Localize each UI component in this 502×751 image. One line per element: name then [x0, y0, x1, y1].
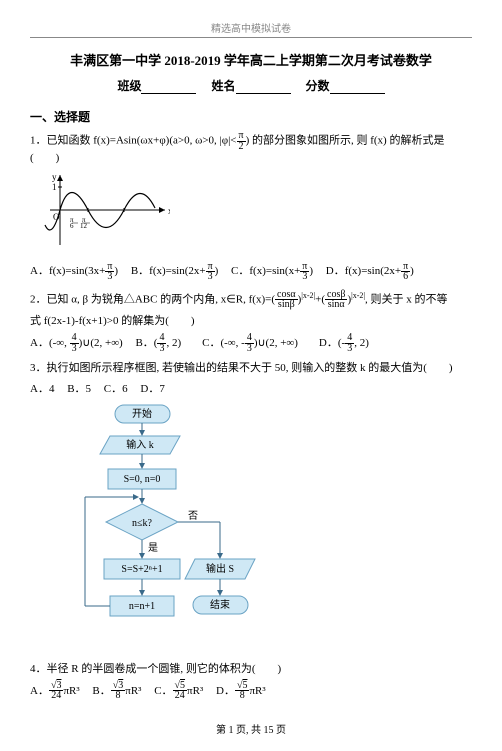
flow-init: S=0, n=0: [124, 474, 161, 485]
q4-options: A．√324πR³ B．√38πR³ C．√524πR³ D．√58πR³: [30, 681, 472, 701]
q2-opt-d: D．(-43, 2): [319, 337, 369, 349]
q1-opt-a: A．f(x)=sin(3x+π3): [30, 265, 118, 277]
q2-options: A．(-∞, 43)∪(2, +∞) B．(43, 2) C．(-∞, -43)…: [30, 333, 472, 353]
q3-stem: 3．执行如图所示程序框图, 若使输出的结果不大于 50, 则输入的整数 k 的最…: [30, 361, 472, 376]
question-2: 2．已知 α, β 为锐角△ABC 的两个内角, x∈R, f(x)=(cosα…: [30, 290, 472, 354]
q1-opt-d: D．f(x)=sin(2x+π6): [326, 265, 414, 277]
q2-opt-b: B．(43, 2): [135, 337, 181, 349]
section-heading: 一、选择题: [30, 108, 472, 125]
score-blank[interactable]: [330, 81, 385, 94]
q2-opt-c: C．(-∞, -43)∪(2, +∞): [202, 337, 298, 349]
flow-inc: n=n+1: [129, 601, 155, 612]
q2-s5: , 则关于 x 的不等: [365, 293, 448, 305]
q2-s1: 2．已知 α, β 为锐角△ABC 的两个内角, x∈R, f(x)=(: [30, 293, 275, 305]
q1-stem-prefix: 1．已知函数 f(x)=Asin(ωx+φ)(a>0, ω>0, |φ|<: [30, 135, 237, 147]
q4-opt-b: B．√38πR³: [92, 685, 141, 697]
flow-start: 开始: [132, 407, 152, 420]
q3-opt-a: A．4: [30, 383, 54, 395]
q1-graph: x y 1 O π 6 π 12: [40, 170, 472, 255]
one-label: 1: [52, 182, 57, 192]
flow-yes: 是: [148, 542, 158, 554]
info-blanks: 班级 姓名 分数: [30, 77, 472, 94]
name-label: 姓名: [211, 79, 235, 93]
q1-options: A．f(x)=sin(3x+π3) B．f(x)=sin(2x+π3) C．f(…: [30, 262, 472, 282]
q3-options: A．4 B．5 C．6 D．7: [30, 381, 472, 398]
flow-cond: n≤k?: [132, 518, 152, 529]
q2-stem-line2: 式 f(2x-1)-f(x+1)>0 的解集为( ): [30, 314, 472, 329]
q3-opt-b: B．5: [67, 383, 91, 395]
q3-flowchart: 开始 输入 k S=0, n=0 n≤k? 否 是 S=S+2ⁿ+1 n=n+1: [60, 403, 472, 653]
q1-close: ): [56, 152, 60, 164]
q4-opt-d: D．√58πR³: [216, 685, 266, 697]
class-label: 班级: [117, 79, 141, 93]
exam-title: 丰满区第一中学 2018-2019 学年高二上学期第二次月考试卷数学: [30, 50, 472, 69]
q4-opt-a: A．√324πR³: [30, 685, 80, 697]
q2-opt-a: A．(-∞, 43)∪(2, +∞): [30, 337, 123, 349]
flow-no: 否: [188, 510, 198, 522]
q2-s3: +(: [315, 293, 325, 305]
q1-opt-b: B．f(x)=sin(2x+π3): [131, 265, 218, 277]
q4-stem: 4．半径 R 的半圆卷成一个圆锥, 则它的体积为( ): [30, 662, 472, 677]
q3-opt-c: C．6: [104, 383, 128, 395]
name-blank[interactable]: [236, 81, 291, 94]
flow-output: 输出 S: [206, 562, 234, 575]
flow-end: 结束: [210, 598, 230, 611]
page-footer: 第 1 页, 共 15 页: [30, 721, 472, 736]
q3-opt-d: D．7: [140, 383, 164, 395]
q1-opt-c: C．f(x)=sin(x+π3): [231, 265, 313, 277]
flow-input: 输入 k: [126, 438, 154, 451]
q2-stem: 2．已知 α, β 为锐角△ABC 的两个内角, x∈R, f(x)=(cosα…: [30, 290, 472, 310]
flow-update: S=S+2ⁿ+1: [121, 564, 162, 575]
q1-stem: 1．已知函数 f(x)=Asin(ωx+φ)(a>0, ω>0, |φ|<π2)…: [30, 131, 472, 166]
header-rule: [30, 37, 472, 38]
q2-exp2: |x-2|: [351, 291, 365, 300]
header-watermark: 精选高中模拟试卷: [30, 20, 472, 35]
q2-exp1: |x-2|: [301, 291, 315, 300]
q4-opt-c: C．√524πR³: [154, 685, 203, 697]
question-1: 1．已知函数 f(x)=Asin(ωx+φ)(a>0, ω>0, |φ|<π2)…: [30, 131, 472, 282]
question-4: 4．半径 R 的半圆卷成一个圆锥, 则它的体积为( ) A．√324πR³ B．…: [30, 662, 472, 701]
x-axis-label: x: [168, 206, 170, 216]
y-axis-label: y: [52, 172, 57, 182]
class-blank[interactable]: [141, 81, 196, 94]
question-3: 3．执行如图所示程序框图, 若使输出的结果不大于 50, 则输入的整数 k 的最…: [30, 361, 472, 653]
score-label: 分数: [306, 79, 330, 93]
